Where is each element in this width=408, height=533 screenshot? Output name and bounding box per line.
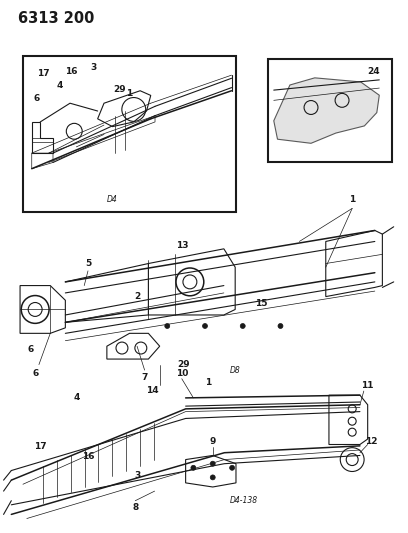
Circle shape [278,324,283,328]
Polygon shape [274,78,379,143]
Circle shape [210,461,215,466]
Text: 3: 3 [134,471,140,480]
Text: 15: 15 [255,300,268,309]
Text: 13: 13 [176,240,188,249]
Text: 29: 29 [177,360,190,369]
Text: D4: D4 [107,196,118,204]
Text: 17: 17 [37,69,50,78]
Text: 2: 2 [134,292,140,301]
Circle shape [191,465,196,470]
Text: 6: 6 [33,94,40,103]
Text: 1: 1 [205,378,211,387]
Circle shape [230,465,235,470]
Text: 29: 29 [114,85,126,94]
Text: 16: 16 [82,451,95,461]
Text: 1: 1 [126,88,133,98]
Text: 6: 6 [27,345,34,354]
Circle shape [165,324,170,328]
Bar [268,59,392,161]
Text: 6313 200: 6313 200 [18,11,94,26]
Text: D8: D8 [230,366,241,375]
Text: 12: 12 [365,437,378,446]
Text: 5: 5 [85,259,91,268]
Text: D4-138: D4-138 [230,496,258,505]
Text: 10: 10 [175,369,188,378]
Circle shape [240,324,245,328]
Text: 1: 1 [349,195,355,204]
Text: 17: 17 [33,442,46,451]
Text: 16: 16 [65,67,77,76]
Text: 24: 24 [367,67,379,76]
Text: 14: 14 [146,386,158,395]
Bar [23,56,236,212]
Circle shape [210,475,215,480]
Circle shape [202,324,208,328]
Text: 3: 3 [90,62,97,71]
Text: 8: 8 [132,503,138,512]
Text: 4: 4 [56,81,62,90]
Text: 7: 7 [142,373,148,382]
Text: 4: 4 [73,393,80,402]
Text: 11: 11 [361,381,374,390]
Text: 6: 6 [32,369,38,378]
Text: 9: 9 [210,437,216,446]
